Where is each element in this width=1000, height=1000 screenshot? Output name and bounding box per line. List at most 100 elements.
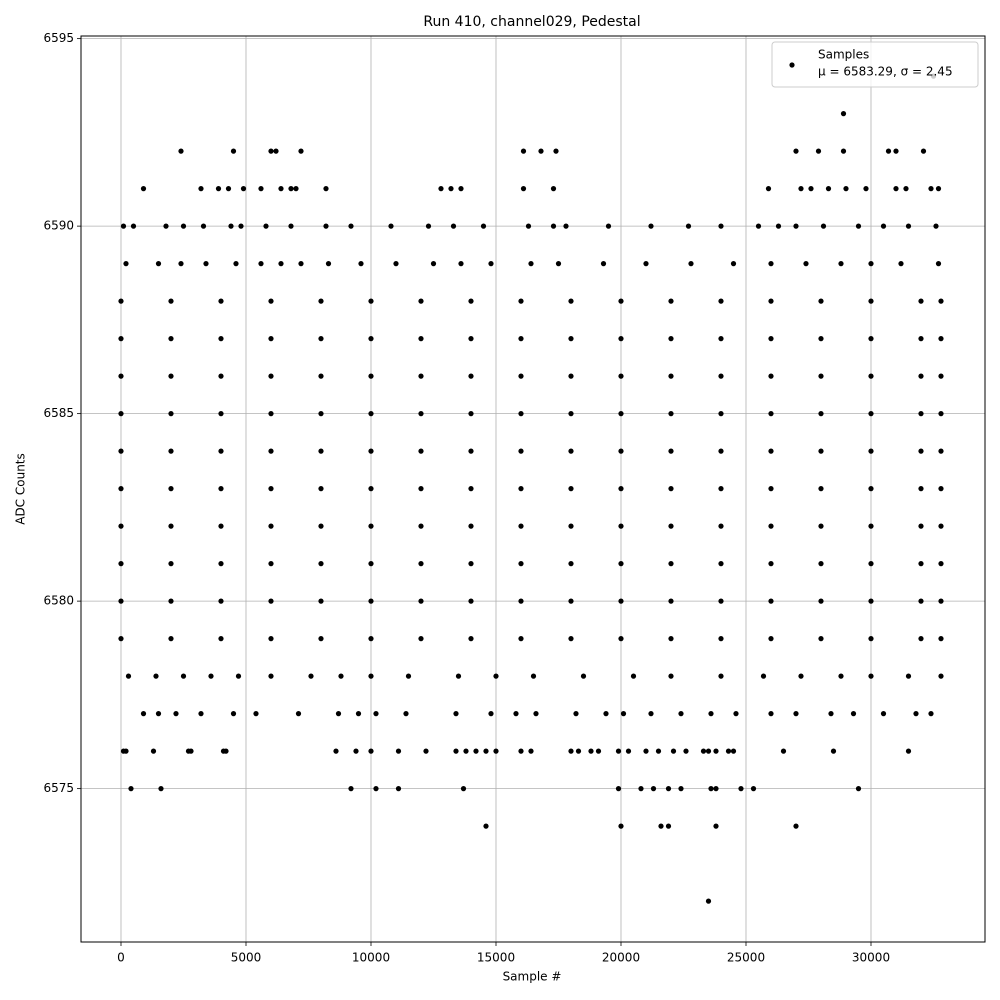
point (448, 186, 454, 192)
point (368, 373, 374, 379)
point (268, 523, 274, 529)
point (268, 486, 274, 492)
point (885, 148, 892, 154)
point (938, 673, 944, 679)
point (760, 673, 767, 679)
point (168, 411, 174, 417)
point (918, 411, 924, 417)
point (218, 523, 224, 529)
point (218, 373, 224, 379)
point (928, 186, 934, 192)
point (768, 486, 774, 492)
point (368, 673, 374, 679)
point (368, 748, 374, 754)
point (480, 223, 487, 229)
point (203, 261, 209, 267)
point (713, 786, 719, 792)
point (278, 261, 284, 267)
point (665, 786, 672, 792)
point (555, 261, 562, 267)
point (218, 486, 224, 492)
point (688, 261, 694, 267)
point (425, 223, 432, 229)
point (295, 711, 302, 717)
point (678, 711, 684, 717)
point (468, 636, 474, 642)
point (568, 373, 574, 379)
point (395, 748, 402, 754)
point (293, 186, 299, 192)
point (198, 711, 204, 717)
point (618, 298, 624, 304)
point (643, 748, 649, 754)
y-tick-label: 6585 (43, 406, 74, 420)
point (493, 673, 499, 679)
x-tick-label: 30000 (852, 951, 890, 965)
point (938, 523, 944, 529)
point (268, 448, 274, 454)
point (825, 186, 832, 192)
point (618, 373, 624, 379)
point (405, 673, 412, 679)
point (118, 636, 124, 642)
point (938, 598, 944, 604)
point (318, 298, 324, 304)
point (150, 748, 157, 754)
point (718, 223, 724, 229)
point (460, 786, 467, 792)
point (615, 748, 622, 754)
point (368, 411, 374, 417)
point (618, 448, 624, 454)
point (263, 223, 269, 229)
point (580, 673, 587, 679)
point (118, 411, 124, 417)
point (463, 748, 469, 754)
point (868, 598, 874, 604)
point (168, 486, 174, 492)
point (718, 598, 724, 604)
point (718, 373, 724, 379)
point (670, 748, 677, 754)
point (818, 561, 824, 567)
point (568, 636, 574, 642)
point (668, 636, 674, 642)
point (618, 823, 624, 829)
point (840, 148, 847, 154)
point (700, 748, 707, 754)
point (118, 298, 124, 304)
point (200, 223, 207, 229)
point (568, 598, 574, 604)
point (418, 298, 424, 304)
legend-marker (789, 62, 795, 68)
plot-frame (80, 35, 986, 943)
point (123, 261, 129, 267)
point (938, 336, 944, 342)
point (818, 336, 824, 342)
point (568, 486, 574, 492)
point (308, 673, 314, 679)
point (793, 711, 799, 717)
point (918, 486, 924, 492)
axes: 0 5000 10000 15000 20000 25000 30000 6575 6580 65… (43, 31, 890, 964)
point (368, 486, 374, 492)
point (368, 561, 374, 567)
point (455, 673, 462, 679)
point (868, 448, 874, 454)
point (240, 186, 247, 192)
point (918, 561, 924, 567)
point (768, 523, 774, 529)
point (665, 823, 672, 829)
point (568, 411, 574, 417)
point (568, 523, 574, 529)
point (268, 561, 274, 567)
point (625, 748, 632, 754)
point (348, 223, 354, 229)
point (268, 673, 274, 679)
point (298, 148, 304, 154)
point (798, 186, 804, 192)
point (820, 223, 827, 229)
point (568, 748, 574, 754)
point (793, 223, 799, 229)
point (828, 711, 834, 717)
point (218, 298, 224, 304)
